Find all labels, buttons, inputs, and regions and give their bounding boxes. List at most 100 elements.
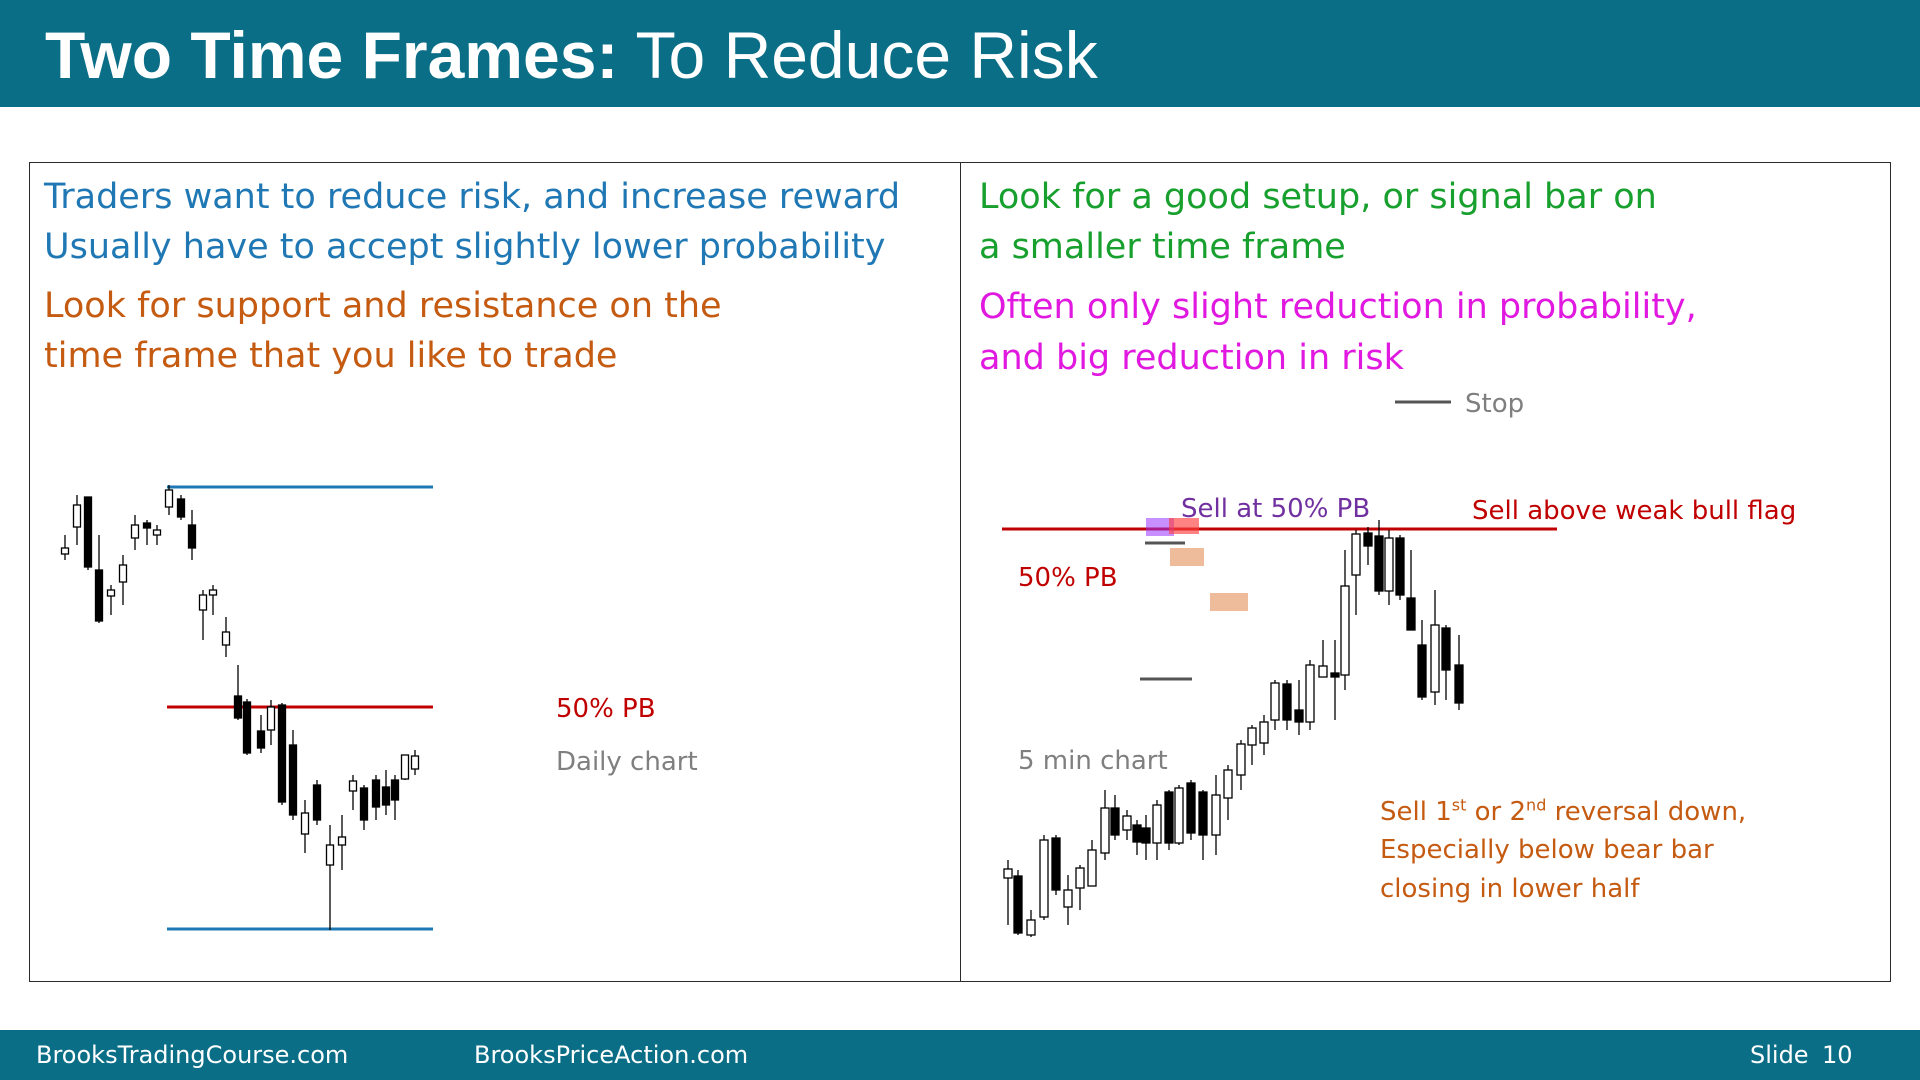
candle-body: [242, 701, 252, 754]
signal-bar-highlight-1: [1170, 548, 1204, 566]
candle-body: [390, 779, 400, 801]
footer-bar: [0, 1030, 1920, 1080]
footer-site-2[interactable]: BrooksPriceAction.com: [474, 1041, 749, 1069]
candle-body: [1051, 837, 1061, 891]
candle-body: [400, 754, 410, 780]
candle-body: [1318, 665, 1328, 678]
candle-body: [1282, 683, 1292, 721]
candle-body: [1039, 839, 1049, 918]
candle-body: [1100, 807, 1110, 854]
header-bar: [0, 0, 1920, 107]
candle-body: [410, 755, 420, 770]
title-normal: To Reduce Risk: [618, 18, 1098, 92]
candle-body: [1259, 721, 1269, 744]
left-line-1: Traders want to reduce risk, and increas…: [44, 177, 901, 217]
candle-body: [1294, 709, 1304, 723]
candle-body: [1374, 535, 1384, 592]
candle-body: [1417, 644, 1427, 698]
candle-body: [1087, 849, 1097, 887]
reversal-note-line-2: Especially below bear bar: [1380, 835, 1714, 865]
candle-body: [83, 496, 93, 568]
candle-body: [1075, 867, 1085, 889]
candle-body: [1122, 815, 1132, 831]
candle-body: [381, 786, 391, 806]
candle-body: [142, 522, 152, 529]
five-min-pb-label: 50% PB: [1018, 563, 1118, 593]
candle-body: [1003, 868, 1013, 879]
candle-body: [1063, 889, 1073, 908]
candle-body: [1186, 782, 1196, 834]
candle-body: [337, 836, 347, 846]
candle-body: [371, 779, 381, 808]
right-line-3: Often only slight reduction in probabili…: [979, 287, 1697, 327]
candle-body: [221, 631, 231, 646]
sell-flag-highlight: [1169, 518, 1199, 534]
candle-body: [164, 489, 174, 508]
candle-body: [1152, 804, 1162, 844]
candle-body: [1384, 537, 1394, 592]
candle-body: [288, 744, 298, 816]
stop-legend-label: Stop: [1465, 389, 1525, 419]
candle-body: [1110, 807, 1120, 836]
slide-label: Slide: [1750, 1041, 1809, 1069]
stop-legend-swatch: [1395, 400, 1451, 404]
right-line-1: Look for a good setup, or signal bar on: [979, 177, 1657, 217]
candle-body: [1406, 597, 1416, 631]
candle-body: [1430, 624, 1440, 693]
candle-body: [1395, 537, 1405, 596]
slide-number: 10: [1822, 1041, 1853, 1069]
candle-body: [1454, 664, 1464, 704]
candle-body: [348, 780, 358, 792]
candle-body: [152, 529, 162, 536]
daily-chart-label: Daily chart: [556, 747, 698, 777]
candle-body: [176, 498, 186, 518]
candle-body: [1340, 585, 1350, 676]
candle-body: [359, 787, 369, 821]
reversal-note-line-3: closing in lower half: [1380, 874, 1640, 904]
candle-body: [1164, 791, 1174, 844]
candle-body: [1141, 827, 1151, 844]
candle-body: [187, 524, 197, 549]
candle-body: [277, 704, 287, 803]
reversal-note-line-1: Sell 1st or 2nd reversal down,: [1380, 795, 1747, 827]
sell-pb-highlight: [1146, 518, 1174, 536]
candle-body: [106, 589, 116, 597]
candle-body: [1330, 672, 1340, 678]
candle-body: [1270, 682, 1280, 721]
left-line-4: time frame that you like to trade: [44, 336, 618, 376]
candle-body: [1223, 769, 1233, 799]
candle-body: [1132, 824, 1142, 843]
right-line-4: and big reduction in risk: [979, 338, 1404, 378]
five-min-chart: [1002, 518, 1557, 937]
title-bold: Two Time Frames:: [45, 18, 619, 92]
candle-body: [72, 504, 82, 528]
candle-body: [1013, 875, 1023, 934]
candle-body: [1441, 627, 1451, 671]
panel-divider: [960, 162, 961, 982]
candle-body: [1247, 727, 1257, 746]
candle-body: [1026, 919, 1036, 936]
signal-bar-highlight-2: [1210, 593, 1248, 611]
candle-body: [256, 730, 266, 749]
sell-pb-label: Sell at 50% PB: [1181, 494, 1371, 524]
candle-body: [1351, 533, 1361, 576]
candle-body: [1363, 532, 1373, 547]
candle-body: [1236, 743, 1246, 776]
daily-pb-label: 50% PB: [556, 694, 656, 724]
candle-body: [266, 706, 276, 731]
left-line-3: Look for support and resistance on the: [44, 286, 722, 326]
candle-body: [60, 547, 70, 555]
candle-body: [325, 844, 335, 866]
candle-body: [208, 589, 218, 596]
slide-title: Two Time Frames: To Reduce Risk: [45, 14, 1098, 96]
candle-body: [94, 569, 104, 622]
candle-body: [130, 524, 140, 539]
daily-chart: [60, 485, 433, 931]
candle-body: [1211, 794, 1221, 836]
candle-body: [1174, 787, 1184, 844]
five-min-chart-label: 5 min chart: [1018, 746, 1168, 776]
footer-site-1[interactable]: BrooksTradingCourse.com: [36, 1041, 349, 1069]
candle-body: [312, 784, 322, 821]
candle-body: [118, 564, 128, 583]
candle-body: [198, 594, 208, 611]
